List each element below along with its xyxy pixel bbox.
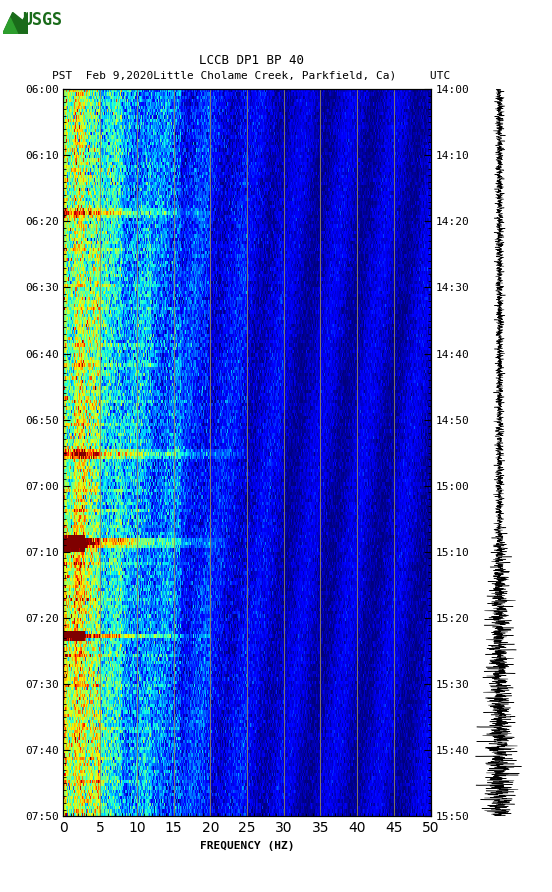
- Polygon shape: [3, 18, 18, 34]
- X-axis label: FREQUENCY (HZ): FREQUENCY (HZ): [200, 840, 294, 851]
- Polygon shape: [3, 12, 28, 34]
- Text: PST  Feb 9,2020Little Cholame Creek, Parkfield, Ca)     UTC: PST Feb 9,2020Little Cholame Creek, Park…: [52, 70, 450, 81]
- Text: LCCB DP1 BP 40: LCCB DP1 BP 40: [199, 54, 304, 67]
- Text: USGS: USGS: [22, 11, 62, 29]
